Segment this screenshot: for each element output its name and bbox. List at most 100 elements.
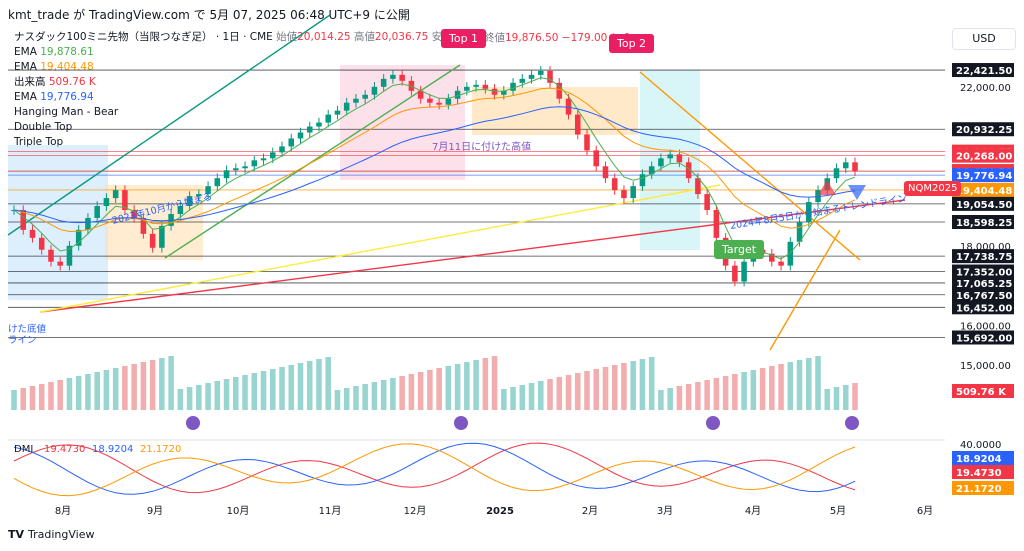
volume-bar [417,372,424,410]
level-badge [952,300,1014,315]
candle-body [501,90,507,95]
long-trendline [7,14,331,236]
ema1-row[interactable]: EMA 19,878.61 [14,45,466,60]
level-badge [952,168,1014,183]
volume-bar [815,356,821,410]
volume-bar [722,376,729,410]
candle-body [833,168,840,179]
volume-bar [852,383,858,410]
volume-bar [732,374,738,410]
volume-label: 出来高 [14,76,46,88]
pattern-hanging-man[interactable]: Hanging Man - Bear [14,106,119,118]
currency-button[interactable]: USD [952,28,1016,50]
ema-line [13,87,856,233]
event-marker-icon [706,416,720,430]
volume-bar [131,364,137,410]
candle-body [159,225,165,248]
candle-body [353,98,359,103]
candle-body [611,178,618,191]
volume-bar [380,380,387,410]
volume-value: 509.76 K [48,76,96,88]
volume-bar [648,357,655,410]
volume-bar [306,361,313,410]
candle-body [815,190,821,203]
level-badge [952,264,1014,279]
volume-bar [528,383,535,410]
candle-body [223,170,230,179]
x-axis-tick: 4月 [745,505,761,517]
candle-body [297,132,304,139]
target-callout: Target [714,240,765,259]
volume-bar [408,374,415,410]
rebound-trendline [769,229,841,351]
event-marker-icon [845,416,859,430]
level-badge [952,275,1014,290]
volume-bar [149,360,156,410]
ema3-value: 19,776.94 [40,91,94,103]
level-badge [952,196,1014,211]
candle-body [48,249,54,262]
volume-bar [639,359,646,410]
volume-bar [824,389,831,410]
volume-bar [602,367,609,410]
volume-bar [269,369,276,410]
candle-body [685,162,692,179]
candle-body [667,154,673,159]
candle-body [769,253,775,262]
volume-bar [482,358,489,410]
volume-bar [233,377,239,410]
level-badge-label: 19,776.94 [956,171,1012,182]
candle-body [85,217,91,230]
candle-body [482,84,489,89]
volume-bar [501,389,507,410]
volume-bar [778,364,784,410]
dmi-title: DMI [14,444,33,455]
level-badge-label: 509.76 K [956,387,1007,398]
volume-bar [519,385,526,410]
volume-bar [122,366,128,410]
volume-bar [806,358,812,410]
high-zone-label: 7月11日に付けた高値 [432,142,532,153]
close-label: 終値 [484,32,505,44]
volume-bar [621,363,627,410]
volume-bar [223,379,230,410]
candle-body [695,178,701,195]
pattern-double-top[interactable]: Double Top [14,121,73,133]
volume-bar [565,375,572,410]
candle-body [103,198,110,207]
ema-line [13,106,856,224]
candle-body [325,114,331,123]
volume-bar [704,380,710,410]
symbol-name[interactable]: ナスダック100ミニ先物（当限つなぎ足） · 1日 · CME [14,31,273,43]
volume-bar [658,390,664,410]
candle-body [713,210,720,238]
ema3-row[interactable]: EMA 19,776.94 [14,90,466,105]
candle-body [593,150,600,167]
event-marker-icon [454,416,468,430]
dmi-legend-value: 18.9204 [92,444,133,455]
dmi-badge [952,481,1014,495]
candle-body [279,146,285,153]
level-badge [952,148,1014,163]
level-badge-label: 19,404.48 [956,186,1012,197]
level-badge [952,214,1014,229]
candle-body [436,102,442,105]
volume-bar [66,378,73,410]
volume-row[interactable]: 出来高 509.76 K [14,75,466,90]
volume-bar [186,387,193,410]
volume-bar [584,371,590,410]
volume-bar [787,362,794,410]
candle-body [658,158,664,167]
price-axis-tick: 18,000.00 [960,242,1011,253]
volume-bar [316,359,322,410]
volume-bar [842,385,849,410]
x-axis-tick: 10月 [227,505,250,517]
volume-bar [205,383,211,410]
candle-body [538,70,544,75]
candle-body [306,126,313,133]
candle-body [778,261,784,266]
volume-bar [325,357,331,410]
tradingview-brand[interactable]: 𝗧𝗩 TradingView [8,528,95,541]
volume-bar [103,370,110,410]
